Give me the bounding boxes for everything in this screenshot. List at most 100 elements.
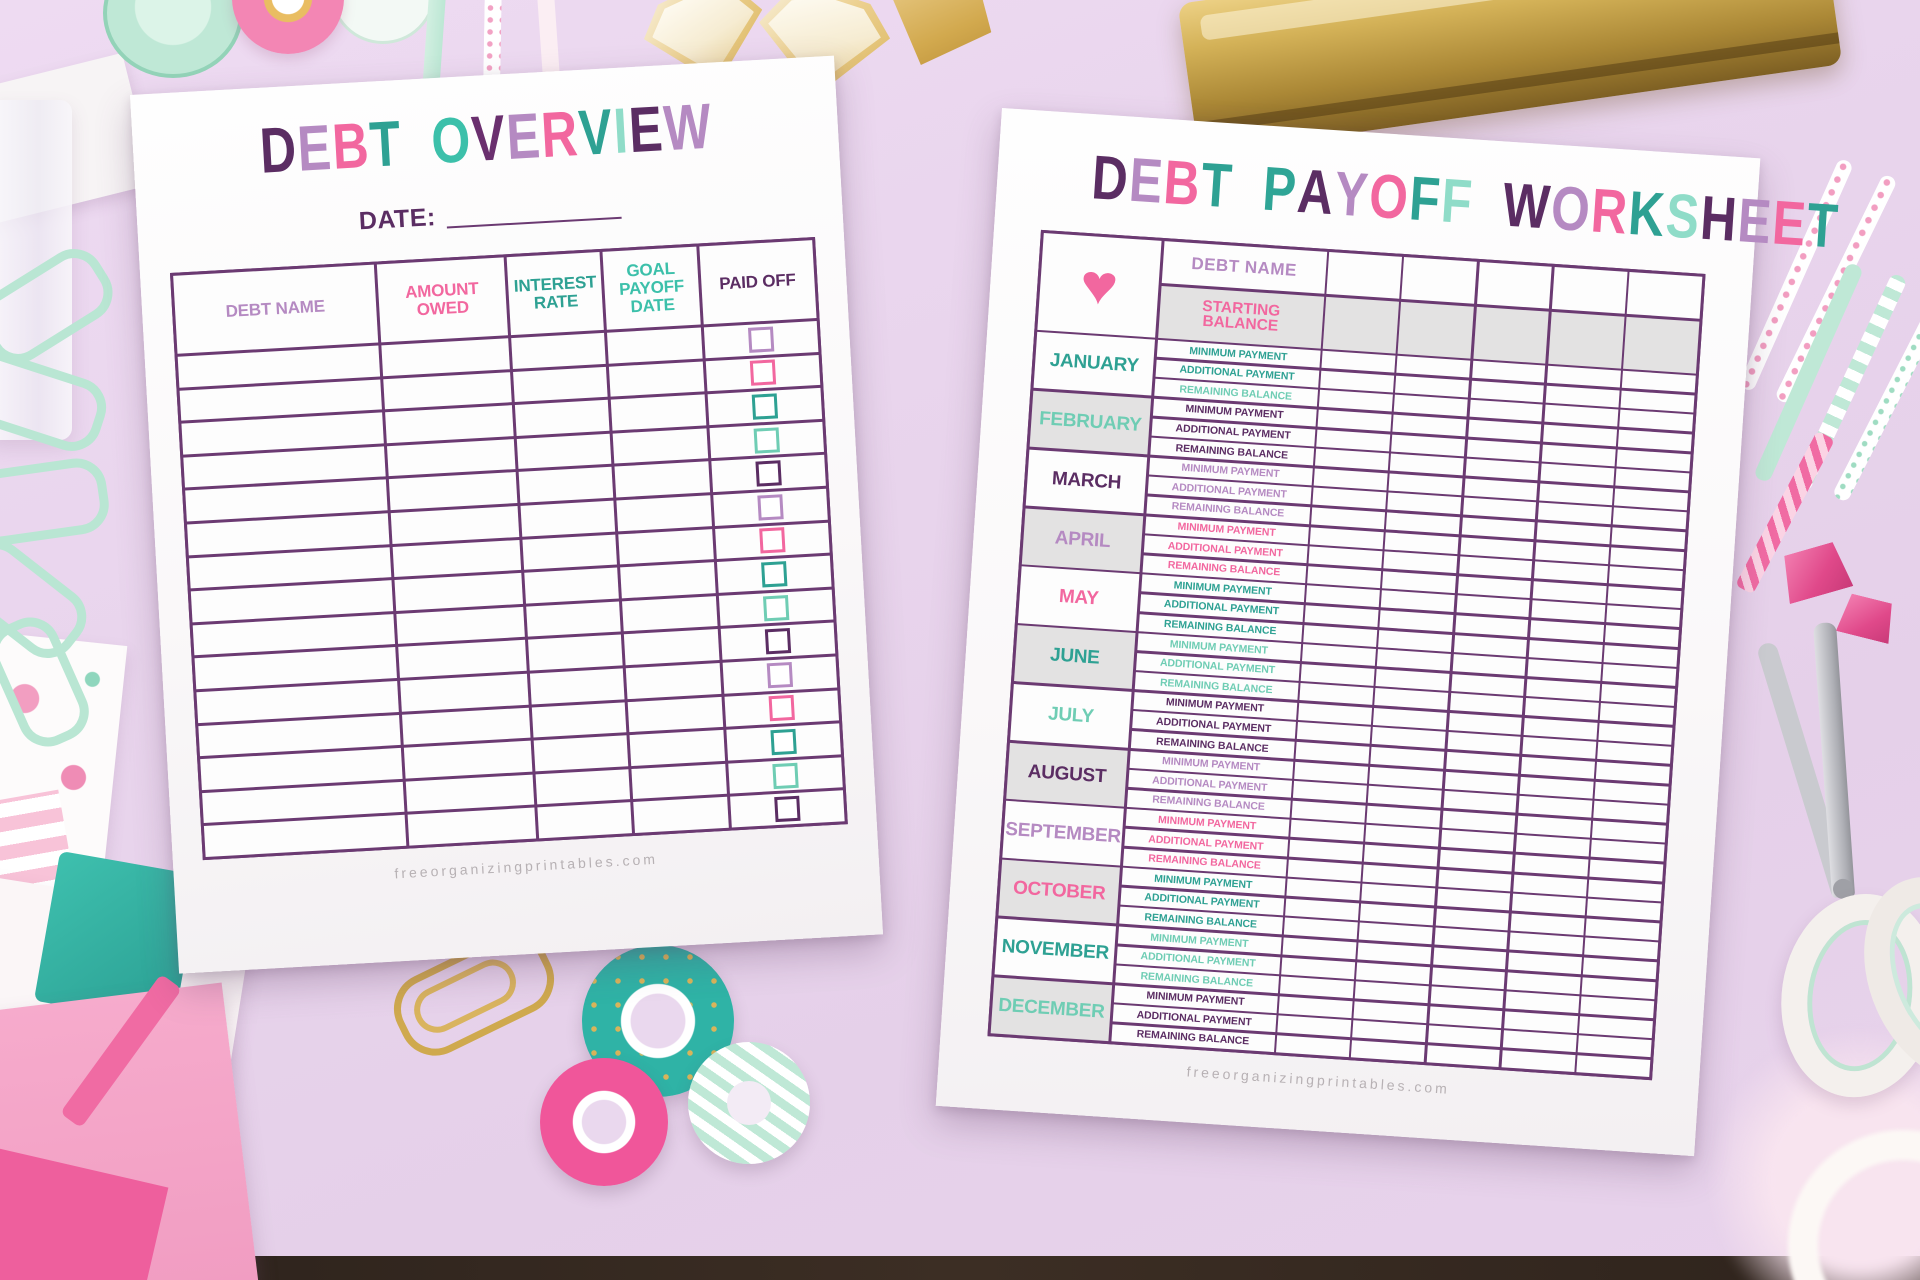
data-cell (1511, 893, 1586, 916)
debt-row-cell (526, 601, 622, 637)
paid-off-checkbox (751, 393, 778, 420)
debt-row-cell (394, 573, 524, 611)
data-cell (1436, 888, 1511, 911)
data-cell (1370, 746, 1445, 769)
paid-off-cell (711, 455, 826, 493)
month-cell: JULY (1010, 683, 1132, 748)
data-cell (1383, 551, 1458, 574)
date-underline (446, 216, 622, 229)
data-cell (1351, 1040, 1425, 1063)
data-cell (1379, 610, 1454, 632)
data-cell (1276, 1035, 1350, 1058)
debt-row-cell (517, 433, 612, 470)
debt-row-cell (403, 740, 533, 779)
pink-washi-tape-roll (540, 1058, 668, 1186)
data-cell (1321, 350, 1396, 373)
title-letter: E (1127, 145, 1165, 217)
data-cell (1544, 405, 1619, 427)
debt-row-cell (609, 361, 705, 397)
starting-balance-label: STARTING BALANCE (1201, 297, 1281, 335)
data-cell (1540, 463, 1615, 486)
data-cell (1469, 400, 1543, 422)
data-cell (1430, 986, 1504, 1009)
data-cell (1588, 879, 1663, 902)
debt-row-cell (629, 730, 725, 766)
data-cell (1618, 429, 1692, 452)
debt-name-header: DEBT NAME (1161, 241, 1327, 294)
data-cell (1456, 595, 1530, 618)
data-cell (1603, 644, 1678, 667)
month-cell: NOVEMBER (994, 918, 1117, 983)
data-cell (1471, 360, 1546, 383)
debt-row-cell (532, 701, 627, 738)
debt-row-cell (633, 797, 729, 833)
debt-row-cell (388, 472, 518, 511)
data-cell (1392, 414, 1467, 437)
data-cell (1378, 629, 1453, 652)
column-header: AMOUNT OWED (376, 257, 509, 343)
table-edge (0, 1256, 1920, 1280)
debt-row-cell (528, 634, 624, 671)
debt-row-cell (382, 371, 512, 410)
debt-row-cell (520, 500, 616, 537)
title-letter: E (627, 92, 665, 167)
data-cell (1290, 820, 1365, 842)
data-cell (1613, 507, 1687, 530)
month-cell: SEPTEMBER (1002, 801, 1124, 866)
data-cell (1451, 673, 1525, 696)
paid-off-checkbox (768, 695, 795, 722)
debt-row-cell (396, 606, 526, 645)
debt-row-cell (537, 802, 633, 839)
data-cell (1308, 546, 1383, 569)
title-letter: T (367, 107, 403, 181)
data-cell (1590, 840, 1665, 862)
paid-off-cell (718, 589, 833, 627)
debt-overview-page: DEBT OVERVIEW DATE: DEBT NAME AMOUNT OWED… (130, 55, 884, 974)
heart-cell: ♥ (1037, 233, 1162, 338)
paid-off-cell (705, 354, 820, 392)
paid-off-cell (709, 421, 824, 459)
data-cell (1316, 429, 1391, 451)
data-cell (1369, 766, 1444, 789)
data-cell (1442, 810, 1516, 833)
debt-row-cell (513, 366, 609, 403)
debt-row-cell (407, 807, 537, 846)
starting-balance-cell (1398, 301, 1475, 359)
title-letter (1471, 169, 1504, 240)
debt-row-cell (613, 428, 708, 464)
data-cell (1597, 742, 1672, 765)
debt-row-cell (628, 696, 723, 733)
data-cell (1306, 585, 1380, 608)
data-cell (1616, 449, 1691, 471)
data-cell (1287, 859, 1362, 882)
data-cell (1587, 898, 1661, 921)
debt-row-cell (518, 467, 614, 503)
debt-row-cell (511, 332, 607, 369)
data-cell (1439, 849, 1514, 872)
data-cell (1467, 419, 1542, 442)
title-letter: H (1698, 183, 1739, 255)
data-cell (1504, 1011, 1578, 1033)
title-letter: B (330, 108, 371, 183)
data-cell (1596, 761, 1670, 784)
paid-off-cell (714, 522, 830, 560)
data-cell (1452, 654, 1527, 676)
title-letter: D (258, 112, 299, 187)
month-cell: OCTOBER (998, 859, 1120, 924)
data-cell (1518, 796, 1593, 818)
data-cell (1531, 600, 1606, 623)
data-cell (1298, 702, 1372, 725)
data-cell (1457, 576, 1532, 598)
paid-off-checkbox (762, 594, 789, 621)
data-cell (1294, 761, 1369, 784)
glass-jar (0, 100, 72, 440)
data-cell (1526, 678, 1600, 701)
data-cell (1505, 991, 1580, 1014)
data-cell (1360, 903, 1435, 926)
data-cell (1541, 444, 1616, 466)
paid-off-cell (724, 690, 839, 727)
data-cell (1532, 581, 1607, 603)
data-cell (1357, 942, 1432, 965)
paid-off-checkbox (756, 493, 784, 521)
paid-off-checkbox (749, 359, 776, 387)
